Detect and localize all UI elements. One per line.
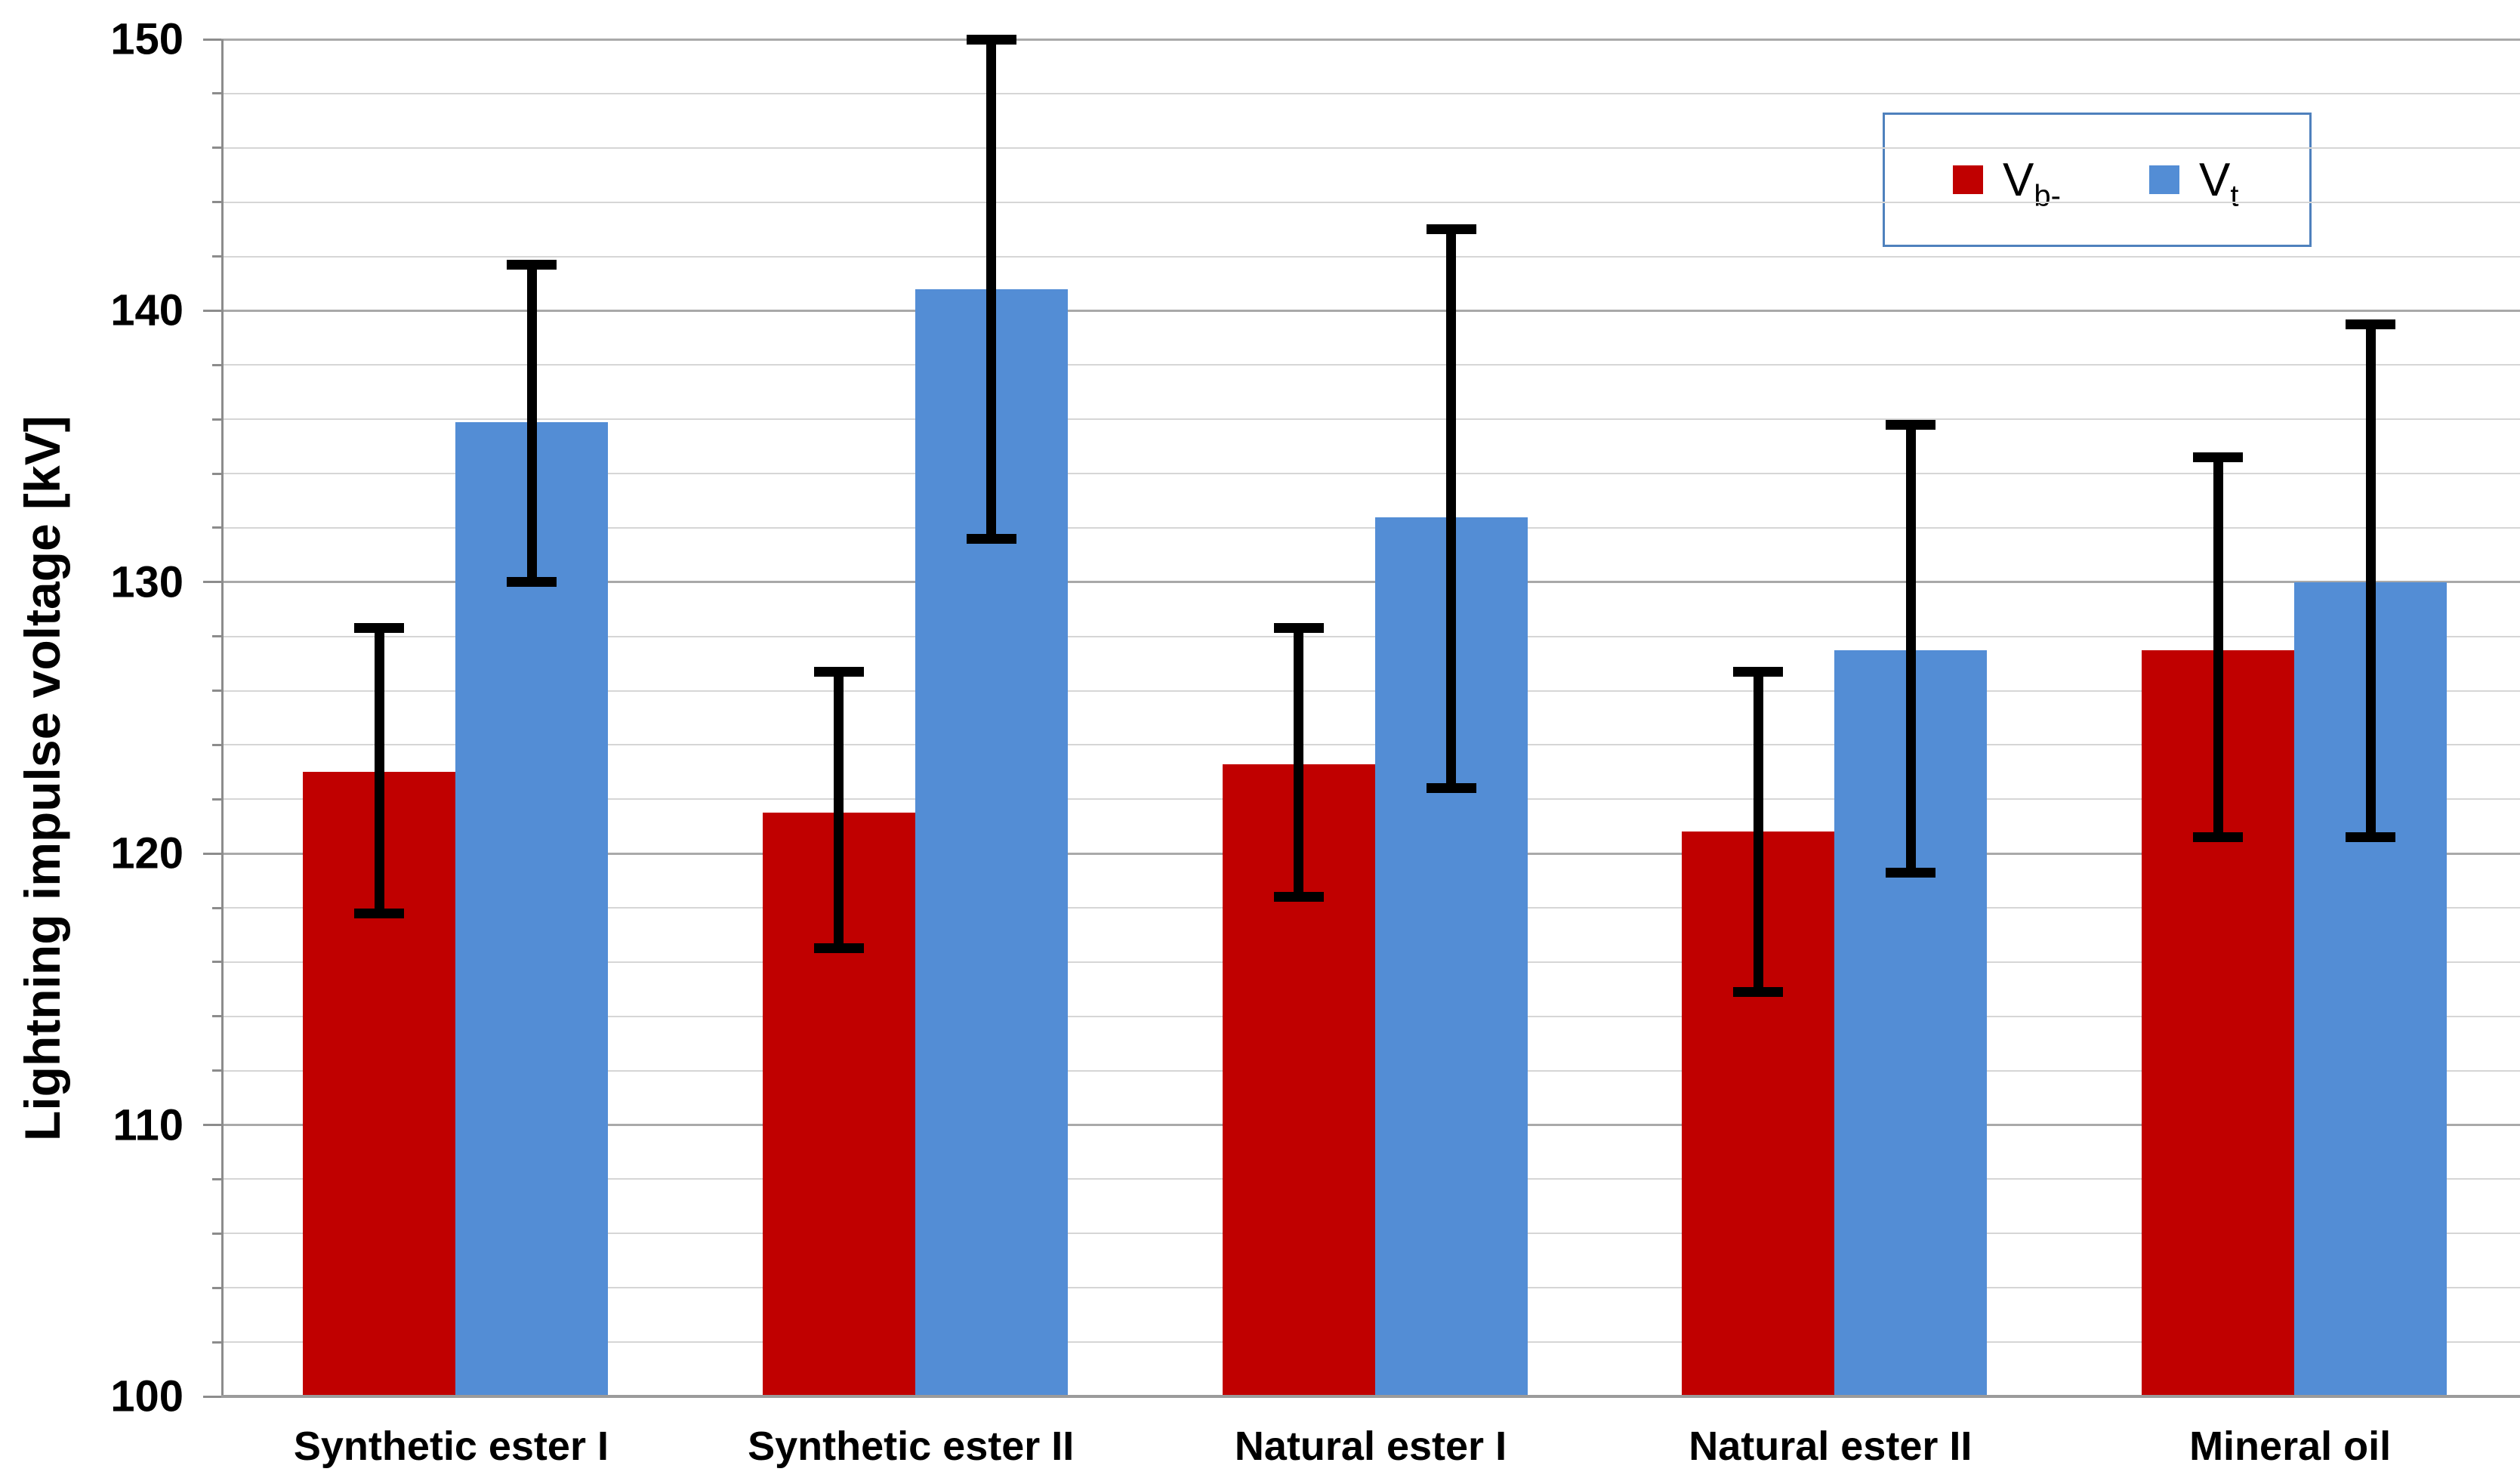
y-minor-tick [212, 906, 221, 909]
error-bar-cap-bottom [813, 943, 864, 954]
error-bar-cap-bottom [1733, 986, 1784, 997]
error-bar-Vb--3 [1294, 628, 1304, 897]
y-tick-label: 120 [110, 828, 184, 878]
error-bar-cap-top [1426, 224, 1476, 235]
y-minor-tick [212, 526, 221, 529]
error-bar-Vt-2 [986, 39, 997, 539]
error-bar-cap-top [2193, 452, 2244, 462]
error-bar-Vb--1 [374, 628, 384, 914]
y-minor-tick [212, 92, 221, 95]
y-minor-tick [212, 1177, 221, 1180]
error-bar-cap-top [813, 666, 864, 677]
error-bar-cap-top [1886, 419, 1936, 430]
x-category-label: Mineral oil [2189, 1424, 2392, 1469]
y-tick-label: 150 [110, 14, 184, 64]
y-minor-tick [212, 690, 221, 693]
y-tick-label: 100 [110, 1371, 184, 1421]
error-bar-cap-top [1733, 666, 1784, 677]
x-category-label: Natural ester II [1689, 1424, 1973, 1469]
major-gridline [221, 309, 2520, 312]
error-bar-cap-top [1273, 623, 1324, 634]
minor-gridline [221, 690, 2520, 692]
y-minor-tick [212, 1341, 221, 1344]
error-bar-cap-bottom [2193, 832, 2244, 843]
minor-gridline [221, 92, 2520, 94]
error-bar-cap-bottom [1426, 783, 1476, 794]
y-axis-line [221, 39, 224, 1398]
y-minor-tick [212, 472, 221, 475]
minor-gridline [221, 201, 2520, 203]
y-tick-label: 140 [110, 285, 184, 335]
y-minor-tick [212, 1286, 221, 1289]
x-axis-line [221, 1395, 2520, 1398]
legend-swatch-Vt [2149, 165, 2179, 194]
error-bar-Vb--2 [834, 671, 844, 949]
minor-gridline [221, 255, 2520, 258]
y-minor-tick [212, 201, 221, 204]
y-major-tick [203, 1124, 221, 1127]
y-major-tick [203, 1395, 221, 1398]
error-bar-cap-top [2346, 319, 2396, 329]
y-major-tick [203, 852, 221, 855]
error-bar-cap-top [507, 259, 557, 270]
legend-label-Vt: Vt [2199, 153, 2239, 212]
legend-swatch-Vb- [1953, 165, 1983, 194]
minor-gridline [221, 744, 2520, 746]
minor-gridline [221, 147, 2520, 149]
error-bar-cap-bottom [354, 908, 404, 918]
legend[interactable]: Vb- Vt [1883, 113, 2312, 247]
major-gridline [221, 581, 2520, 584]
minor-gridline [221, 526, 2520, 529]
legend-item-Vb-[interactable]: Vb- [1953, 115, 2061, 245]
minor-gridline [221, 418, 2520, 421]
y-tick-label: 110 [113, 1100, 184, 1150]
legend-label-Vb-: Vb- [2003, 153, 2061, 212]
x-category-label: Synthetic ester II [748, 1424, 1075, 1469]
y-major-tick [203, 38, 221, 41]
error-bar-cap-bottom [1886, 867, 1936, 878]
y-axis-title: Lightning impulse voltage [kV] [14, 415, 70, 1141]
minor-gridline [221, 635, 2520, 637]
y-minor-tick [212, 1069, 221, 1072]
error-bar-cap-bottom [1273, 892, 1324, 902]
minor-gridline [221, 473, 2520, 475]
error-bar-Vb--5 [2213, 457, 2223, 838]
error-bar-cap-bottom [966, 533, 1016, 544]
y-minor-tick [212, 961, 221, 964]
x-category-label: Synthetic ester I [293, 1424, 609, 1469]
y-minor-tick [212, 798, 221, 801]
y-minor-tick [212, 147, 221, 150]
error-bar-cap-bottom [2346, 832, 2396, 843]
y-minor-tick [212, 743, 221, 746]
y-tick-label: 130 [110, 557, 184, 607]
legend-item-Vt[interactable]: Vt [2149, 115, 2238, 245]
x-category-label: Natural ester I [1234, 1424, 1507, 1469]
y-minor-tick [212, 635, 221, 638]
error-bar-Vb--4 [1753, 671, 1763, 992]
major-gridline [221, 38, 2520, 41]
error-bar-Vt-5 [2365, 324, 2376, 838]
y-minor-tick [212, 255, 221, 258]
error-bar-Vt-4 [1905, 424, 1916, 873]
error-bar-cap-bottom [507, 577, 557, 588]
y-major-tick [203, 581, 221, 584]
y-minor-tick [212, 1232, 221, 1235]
error-bar-cap-top [966, 34, 1016, 45]
error-bar-Vt-1 [526, 264, 537, 582]
error-bar-cap-top [354, 623, 404, 634]
y-minor-tick [212, 418, 221, 421]
y-minor-tick [212, 363, 221, 366]
error-bar-Vt-3 [1446, 229, 1457, 788]
y-minor-tick [212, 1015, 221, 1018]
minor-gridline [221, 364, 2520, 366]
y-major-tick [203, 309, 221, 312]
